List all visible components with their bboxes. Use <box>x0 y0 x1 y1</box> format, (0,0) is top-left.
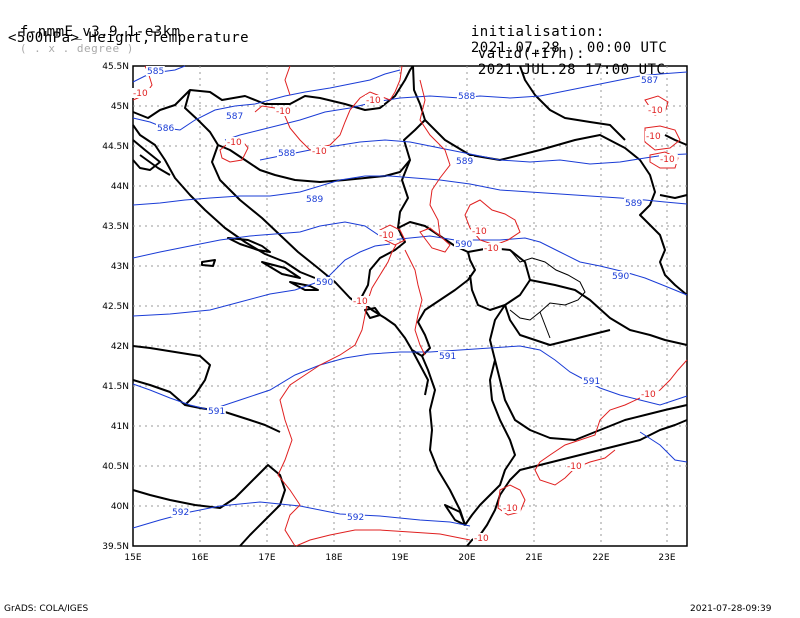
height-contour-label: 591 <box>583 377 600 387</box>
model-title: f-nmmE_v3.9.1-e3km ( . x . degree ) <box>2 8 181 56</box>
height-contour-label: 589 <box>456 157 473 167</box>
temperature-contour-label: -10 <box>474 534 489 544</box>
init-time: initialisation: 2021.07.28. 00:00 UTC <box>453 8 667 56</box>
lat-tick-label: 41.5N <box>102 382 129 392</box>
footer-timestamp: 2021-07-28-09:39 <box>690 604 772 614</box>
height-contour-label: 587 <box>226 112 243 122</box>
lat-tick-label: 45N <box>111 102 129 112</box>
lon-tick-label: 19E <box>391 553 408 563</box>
temperature-contour-label: -10 <box>567 462 582 472</box>
temperature-contour-label: -10 <box>648 106 663 116</box>
lat-tick-label: 40N <box>111 502 129 512</box>
lat-tick-label: 44N <box>111 182 129 192</box>
height-contour-label: 585 <box>147 67 164 77</box>
temperature-contour-label: -10 <box>366 96 381 106</box>
latitude-labels: 39.5N 40N 40.5N 41N 41.5N 42N 42.5N 43N 43.5N 44N… <box>102 62 129 552</box>
lat-tick-label: 44.5N <box>102 142 129 152</box>
init-value: 2021.07.28. 00:00 UTC <box>470 40 668 56</box>
temperature-contour-label: -10 <box>353 297 368 307</box>
temperature-contour-label: -10 <box>484 244 499 254</box>
lat-tick-label: 43.5N <box>102 222 129 232</box>
lat-tick-label: 39.5N <box>102 542 129 552</box>
lon-tick-label: 17E <box>258 553 275 563</box>
footer-credit: GrADS: COLA/IGES <box>4 604 89 614</box>
height-contour-label: 591 <box>439 352 456 362</box>
height-contour-label: 590 <box>455 240 472 250</box>
valid-label: valid(+17h): <box>477 46 586 62</box>
height-contour-label: 589 <box>625 199 642 209</box>
longitude-labels: 15E 16E 17E 18E 19E 20E 21E 22E 23E <box>124 553 675 563</box>
temperature-contour-label: -10 <box>312 147 327 157</box>
lat-tick-label: 42N <box>111 342 129 352</box>
lon-tick-label: 16E <box>191 553 208 563</box>
lon-tick-label: 20E <box>458 553 475 563</box>
lat-tick-label: 41N <box>111 422 129 432</box>
lat-tick-label: 45.5N <box>102 62 129 72</box>
height-contour-label: 591 <box>208 407 225 417</box>
temperature-contour-label: -10 <box>641 390 656 400</box>
lon-tick-label: 22E <box>592 553 609 563</box>
height-contour-labels: 585 586 587 587 588 588 589 589 589 590 590 590 591 5… <box>146 66 659 523</box>
temperature-contour-label: -10 <box>503 504 518 514</box>
height-contour-label: 592 <box>172 508 189 518</box>
temperature-contour-label: -10 <box>379 231 394 241</box>
lon-tick-label: 15E <box>124 553 141 563</box>
model-name: f-nmmE_v3.9.1-e3km <box>19 24 181 40</box>
temperature-contour-label: -10 <box>227 138 242 148</box>
temperature-contour-label: -10 <box>472 227 487 237</box>
grid-note: ( . x . degree ) <box>19 42 134 55</box>
init-label: initialisation: <box>470 24 605 40</box>
temperature-contour-label: -10 <box>660 155 675 165</box>
temperature-contours <box>132 65 688 547</box>
height-contour-label: 586 <box>157 124 174 134</box>
lon-tick-label: 18E <box>325 553 342 563</box>
height-contour-label: 590 <box>316 278 333 288</box>
lat-tick-label: 42.5N <box>102 302 129 312</box>
height-contour-label: 590 <box>612 272 629 282</box>
lat-tick-label: 43N <box>111 262 129 272</box>
height-contour-label: 592 <box>347 513 364 523</box>
height-contour-label: 587 <box>641 76 658 86</box>
lon-tick-label: 23E <box>658 553 675 563</box>
level-field-title: <500hPa> Height,Temperature <box>8 30 250 46</box>
lon-tick-label: 21E <box>525 553 542 563</box>
height-contour-label: 589 <box>306 195 323 205</box>
temperature-contour-label: -10 <box>646 132 661 142</box>
height-contour-label: 588 <box>458 92 475 102</box>
temperature-contour-labels: -10 -10 -10 -10 -10 -10 -10 -10 -10 -10 -10 -10 -10 -… <box>132 88 678 544</box>
temperature-contour-label: -10 <box>276 107 291 117</box>
height-contour-label: 588 <box>278 149 295 159</box>
temperature-contour-label: -10 <box>133 89 148 99</box>
lat-tick-label: 40.5N <box>102 462 129 472</box>
region-borders <box>509 249 586 339</box>
